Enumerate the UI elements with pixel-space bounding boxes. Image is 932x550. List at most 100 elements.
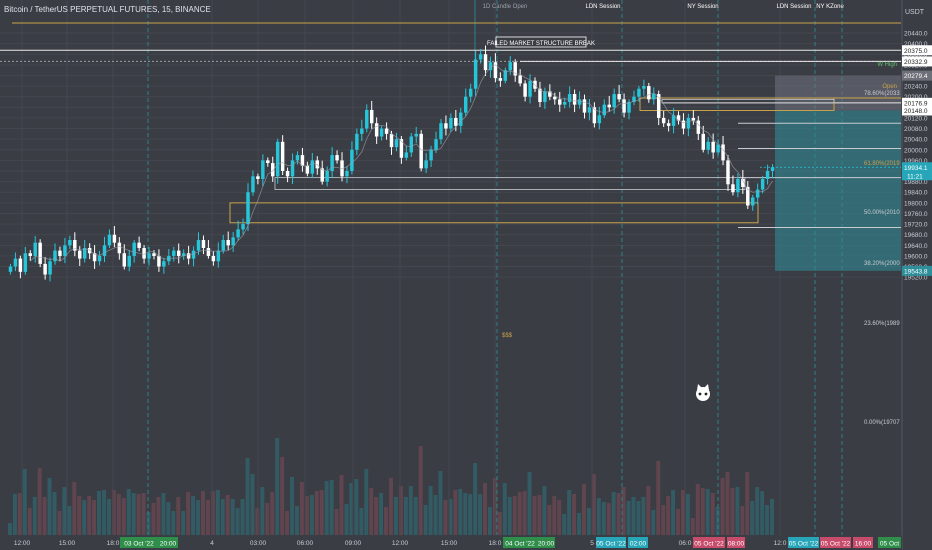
candle-body (384, 128, 389, 134)
candle-body (374, 123, 379, 137)
volume-bar (512, 496, 517, 535)
candle-body (206, 247, 211, 256)
candle-body (414, 133, 418, 137)
failed-break-box (495, 36, 587, 48)
candle-body (404, 152, 409, 158)
y-tick-label: 19720.0 (904, 222, 928, 229)
price-tag (902, 45, 932, 56)
candle-body (18, 258, 23, 272)
liquidity-zone-box (274, 177, 746, 190)
candle-body (721, 144, 725, 161)
candle-body (196, 240, 201, 251)
volume-bar (295, 506, 299, 535)
volume-bar (245, 458, 250, 535)
y-tick-label: 20440.0 (904, 31, 928, 38)
candle-body (602, 104, 607, 116)
candle-body (33, 242, 37, 256)
time-tag (878, 537, 901, 548)
volume-bar (611, 492, 616, 535)
candle-body (63, 245, 67, 256)
price-tag (902, 70, 932, 81)
volume-bar (17, 493, 22, 535)
y-tick-label: 19800.0 (904, 200, 928, 207)
candle-body (305, 165, 310, 174)
volume-bar (542, 486, 547, 535)
volume-bar (339, 475, 344, 535)
candle-body (137, 242, 141, 248)
candle-body (201, 240, 206, 248)
ny-kzone-label: NY KZone (816, 4, 844, 10)
candle-body (746, 186, 750, 206)
candle-body (751, 197, 755, 206)
candle-body (261, 160, 265, 179)
candle-body (369, 109, 374, 124)
candle-body (686, 117, 691, 129)
candle-body (538, 88, 542, 103)
time-axis-bg (0, 535, 902, 550)
volume-bar (408, 486, 413, 535)
volume-bar (478, 494, 483, 535)
time-tag (788, 537, 819, 548)
candle-body (340, 160, 344, 177)
cat-eye-left (698, 392, 702, 396)
volume-bar (126, 489, 131, 535)
candle-body (58, 250, 62, 256)
volume-bar (131, 493, 136, 535)
volume-bar (596, 498, 601, 535)
cat-ear-left (697, 384, 702, 390)
volume-bar (156, 497, 161, 535)
volume-bar (428, 486, 433, 535)
time-tag (820, 537, 851, 548)
time-tag (853, 537, 873, 548)
price-tag-label: 19543.8 (904, 268, 928, 275)
time-tag-label: 05 Oct '22 (821, 541, 851, 548)
x-tick-label: 15:00 (59, 540, 76, 547)
candle-body (439, 123, 443, 140)
volume-bar (423, 505, 428, 535)
volume-bar (621, 487, 626, 535)
candle-body (498, 78, 503, 81)
volume-bar (52, 492, 57, 535)
volume-bar (418, 446, 423, 535)
candle-body (726, 160, 730, 185)
currency-label: USDT (905, 9, 925, 16)
cat-ear-right (704, 384, 709, 390)
candle-body (142, 247, 146, 259)
candle-body (444, 123, 448, 129)
candle-body (191, 250, 196, 259)
price-tag-label: 20279.4 (904, 73, 928, 80)
candle-body (172, 250, 176, 256)
candle-body (280, 141, 285, 172)
candle-body (48, 261, 52, 275)
volume-bar (374, 497, 379, 535)
candle-body (429, 149, 433, 161)
candle-body (577, 99, 582, 105)
candle-body (676, 115, 681, 121)
volume-bar (47, 478, 52, 535)
volume-bar (690, 518, 695, 535)
y-tick-label: 19680.0 (904, 232, 928, 239)
volume-bar (230, 499, 235, 535)
volume-bar (705, 489, 710, 535)
volume-bar (285, 511, 290, 535)
price-tag-label: 20148.0 (904, 108, 928, 115)
candle-body (275, 141, 280, 177)
last-price-tag (902, 162, 932, 181)
candle-body (765, 171, 770, 179)
y-tick-label: 19640.0 (904, 243, 928, 250)
candle-body (473, 59, 478, 89)
candle-body (449, 117, 453, 129)
candle-body (716, 144, 720, 153)
volume-bar (393, 497, 398, 535)
projection-top-box (775, 75, 901, 111)
candle-body (424, 160, 428, 169)
volume-bar (87, 496, 92, 535)
volume-bar (379, 493, 384, 535)
candle-body (558, 99, 562, 105)
volume-bar (562, 514, 567, 535)
time-tag (596, 537, 626, 548)
w-high-label: W High (877, 62, 897, 68)
candle-body (360, 128, 364, 134)
